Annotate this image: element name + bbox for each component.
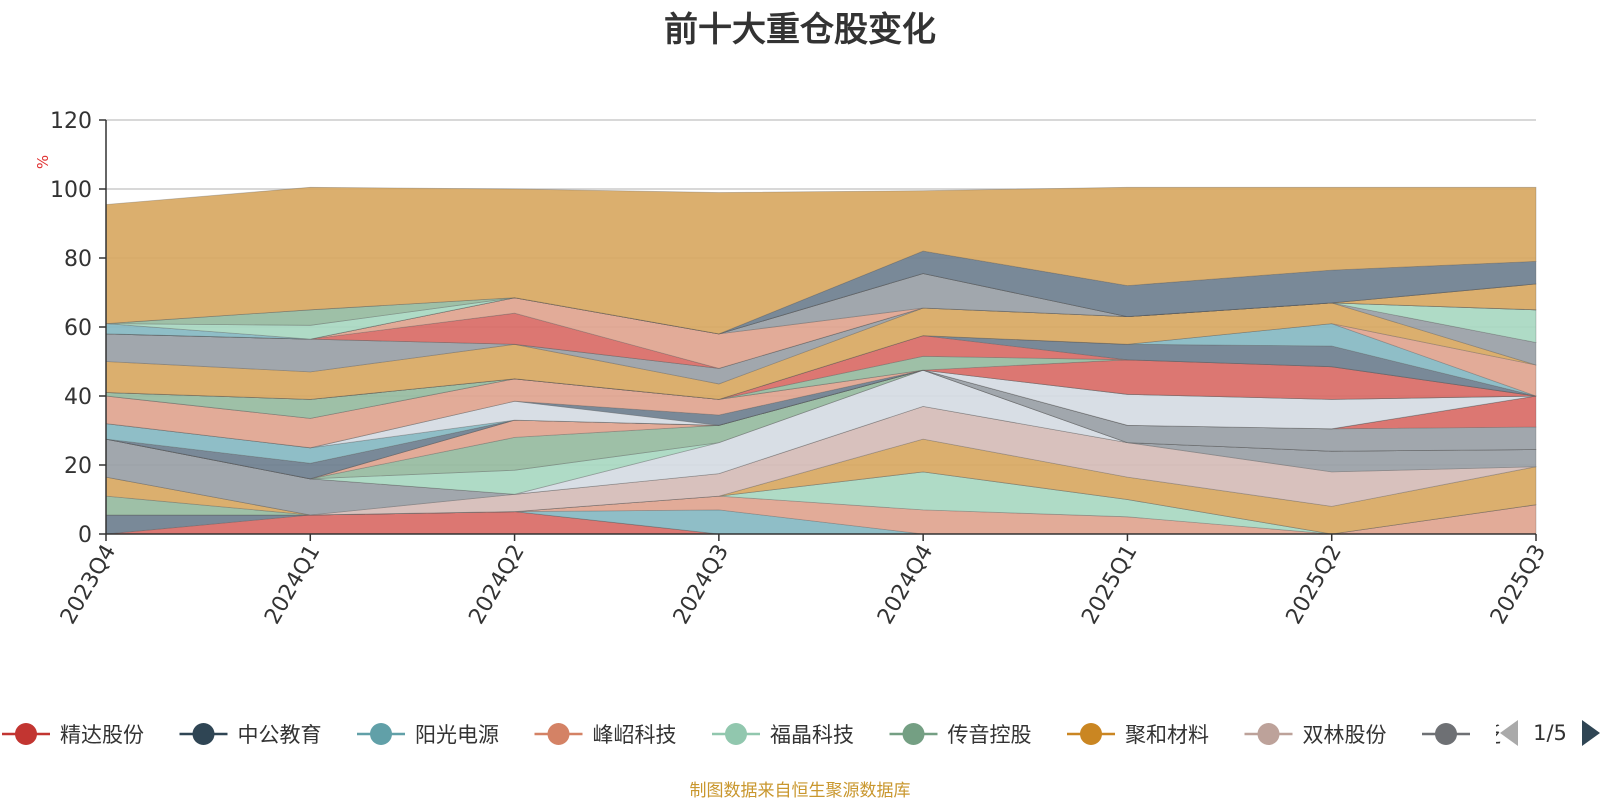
legend-label: 精达股份 bbox=[60, 723, 144, 747]
legend-label: 峰岹科技 bbox=[593, 723, 677, 747]
area-series-ac bbox=[105, 302, 1537, 369]
legend-marker-icon bbox=[1080, 723, 1102, 745]
legend-label: 双林股份 bbox=[1303, 723, 1387, 747]
legend-item[interactable]: 峰岹科技 bbox=[534, 723, 677, 747]
data-source-note: 制图数据来自恒生聚源数据库 bbox=[689, 781, 911, 801]
legend-marker-icon bbox=[15, 723, 37, 745]
legend-item[interactable]: 精达股份 bbox=[2, 723, 144, 747]
x-tick-label: 2024Q3 bbox=[669, 541, 734, 629]
prev-page-arrow-icon[interactable] bbox=[1500, 720, 1518, 746]
legend-marker-icon bbox=[370, 723, 392, 745]
y-tick-label: 20 bbox=[64, 454, 92, 479]
legend-item[interactable]: 双林股份 bbox=[1244, 723, 1387, 747]
y-tick-label: 0 bbox=[78, 523, 92, 548]
legend-page-indicator: 1/5 bbox=[1533, 721, 1567, 745]
legend-clip bbox=[1476, 710, 1496, 758]
legend-marker-icon bbox=[192, 723, 215, 745]
chart-title: 前十大重仓股变化 bbox=[664, 10, 936, 50]
legend-marker-icon bbox=[725, 723, 747, 745]
x-tick-label: 2024Q2 bbox=[464, 541, 529, 629]
area-series-o bbox=[105, 369, 1537, 480]
y-axis-unit-label: % bbox=[34, 155, 52, 169]
x-tick-label: 2025Q1 bbox=[1077, 541, 1142, 629]
x-tick-label: 2024Q1 bbox=[260, 541, 325, 629]
legend-label: 聚和材料 bbox=[1125, 723, 1209, 747]
y-tick-label: 100 bbox=[50, 178, 92, 203]
legend-label: 中公教育 bbox=[238, 723, 322, 747]
y-axis-ticks: 0 20 40 60 80 100 120 bbox=[50, 109, 106, 548]
area-series-z bbox=[105, 323, 1537, 400]
area-series bbox=[105, 186, 1537, 535]
legend-marker-icon bbox=[1435, 723, 1457, 745]
legend-item[interactable]: 传音控股 bbox=[889, 723, 1032, 747]
legend-item[interactable]: 中公教育 bbox=[179, 723, 322, 747]
legend: 精达股份中公教育阳光电源峰岹科技福晶科技传音控股聚和材料双林股份泛 bbox=[2, 710, 1501, 758]
legend-item[interactable]: 阳光电源 bbox=[357, 723, 499, 747]
area-series-ab bbox=[105, 302, 1537, 385]
next-page-arrow-icon[interactable] bbox=[1582, 720, 1600, 746]
x-tick-label: 2023Q4 bbox=[56, 541, 121, 629]
legend-item[interactable]: 聚和材料 bbox=[1067, 723, 1209, 747]
area-series-t bbox=[105, 369, 1537, 449]
y-tick-label: 80 bbox=[64, 247, 92, 272]
y-tick-label: 120 bbox=[50, 109, 92, 134]
y-tick-label: 60 bbox=[64, 316, 92, 341]
legend-label: 福晶科技 bbox=[770, 723, 854, 747]
legend-label: 阳光电源 bbox=[415, 723, 499, 747]
legend-marker-icon bbox=[1257, 723, 1280, 745]
legend-label: 传音控股 bbox=[948, 723, 1032, 747]
area-series-n bbox=[105, 369, 1537, 480]
area-series-aa bbox=[105, 302, 1537, 400]
x-tick-label: 2024Q4 bbox=[873, 541, 938, 629]
x-axis-ticks: 2023Q4 2024Q1 2024Q2 2024Q3 2024Q4 2025Q1 2025… bbox=[56, 534, 1551, 629]
x-tick-label: 2025Q3 bbox=[1486, 541, 1551, 629]
legend-marker-icon bbox=[902, 723, 925, 745]
legend-item[interactable]: 福晶科技 bbox=[712, 723, 854, 747]
legend-marker-icon bbox=[547, 723, 570, 745]
x-tick-label: 2025Q2 bbox=[1282, 541, 1347, 629]
y-tick-label: 40 bbox=[64, 385, 92, 410]
legend-pager: 1/5 bbox=[1500, 720, 1600, 746]
area-series-al bbox=[105, 186, 1537, 335]
